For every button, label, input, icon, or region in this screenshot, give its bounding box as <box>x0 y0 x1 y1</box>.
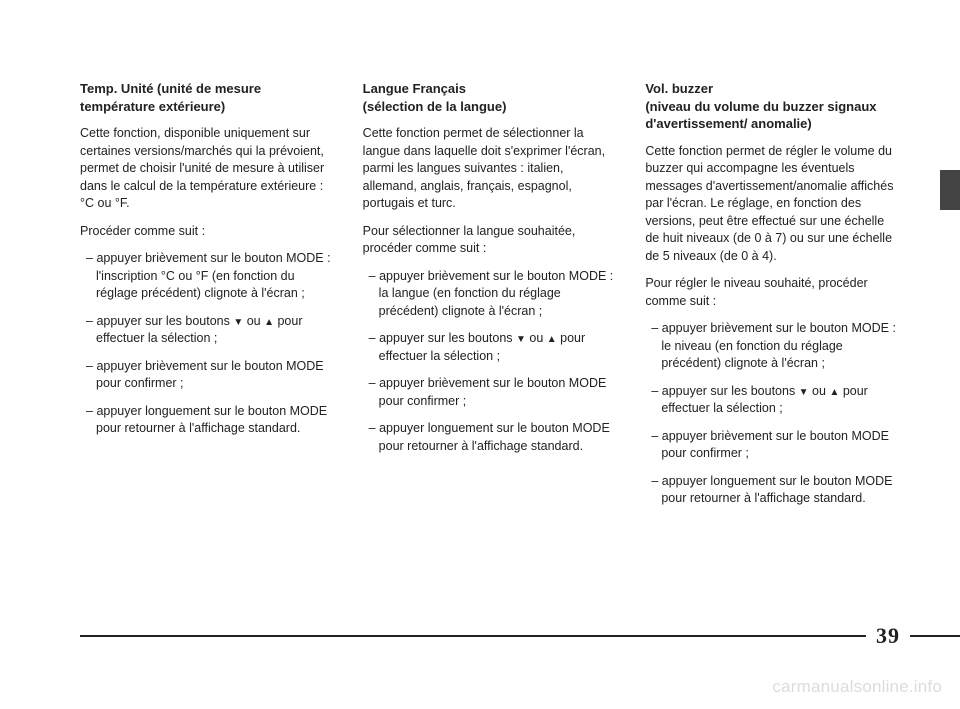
steps-list: appuyer brièvement sur le bouton MODE : … <box>363 268 618 456</box>
list-item: appuyer brièvement sur le bouton MODE po… <box>80 358 335 393</box>
column-language: Langue Français(sélection de la langue) … <box>363 80 618 518</box>
heading-temp-unit: Temp. Unité (unité de mesure température… <box>80 80 335 115</box>
page-footer: 39 <box>0 623 960 649</box>
heading-buzzer: Vol. buzzer(niveau du volume du buzzer s… <box>645 80 900 133</box>
text: appuyer sur les boutons <box>379 331 516 345</box>
manual-page: Temp. Unité (unité de mesure température… <box>0 0 960 709</box>
arrow-down-icon: ▼ <box>516 334 526 345</box>
footer-rule-right <box>910 635 960 637</box>
column-temp-unit: Temp. Unité (unité de mesure température… <box>80 80 335 518</box>
arrow-down-icon: ▼ <box>799 387 809 398</box>
list-item: appuyer brièvement sur le bouton MODE : … <box>363 268 618 321</box>
list-item: appuyer longuement sur le bouton MODE po… <box>363 420 618 455</box>
section-tab-marker <box>940 170 960 210</box>
arrow-up-icon: ▲ <box>547 334 557 345</box>
list-item: appuyer brièvement sur le bouton MODE po… <box>645 428 900 463</box>
page-number: 39 <box>876 623 900 649</box>
paragraph: Cette fonction permet de régler le volum… <box>645 143 900 266</box>
text: ou <box>809 384 830 398</box>
paragraph: Pour sélectionner la langue souhaitée, p… <box>363 223 618 258</box>
text: appuyer sur les boutons <box>96 314 233 328</box>
paragraph: Procéder comme suit : <box>80 223 335 241</box>
list-item: appuyer sur les boutons ▼ ou ▲ pour effe… <box>80 313 335 348</box>
arrow-up-icon: ▲ <box>829 387 839 398</box>
list-item: appuyer sur les boutons ▼ ou ▲ pour effe… <box>363 330 618 365</box>
text: appuyer sur les boutons <box>662 384 799 398</box>
text: ou <box>526 331 547 345</box>
steps-list: appuyer brièvement sur le bouton MODE : … <box>80 250 335 438</box>
list-item: appuyer brièvement sur le bouton MODE po… <box>363 375 618 410</box>
list-item: appuyer brièvement sur le bouton MODE : … <box>80 250 335 303</box>
column-buzzer: Vol. buzzer(niveau du volume du buzzer s… <box>645 80 900 518</box>
arrow-up-icon: ▲ <box>264 317 274 328</box>
list-item: appuyer sur les boutons ▼ ou ▲ pour effe… <box>645 383 900 418</box>
list-item: appuyer longuement sur le bouton MODE po… <box>645 473 900 508</box>
footer-rule-left <box>80 635 866 637</box>
watermark: carmanualsonline.info <box>772 677 942 697</box>
paragraph: Pour régler le niveau souhaité, procéder… <box>645 275 900 310</box>
content-columns: Temp. Unité (unité de mesure température… <box>80 80 900 518</box>
list-item: appuyer longuement sur le bouton MODE po… <box>80 403 335 438</box>
heading-language: Langue Français(sélection de la langue) <box>363 80 618 115</box>
steps-list: appuyer brièvement sur le bouton MODE : … <box>645 320 900 508</box>
list-item: appuyer brièvement sur le bouton MODE : … <box>645 320 900 373</box>
text: ou <box>243 314 264 328</box>
paragraph: Cette fonction permet de sélectionner la… <box>363 125 618 213</box>
arrow-down-icon: ▼ <box>233 317 243 328</box>
paragraph: Cette fonction, disponible uniquement su… <box>80 125 335 213</box>
